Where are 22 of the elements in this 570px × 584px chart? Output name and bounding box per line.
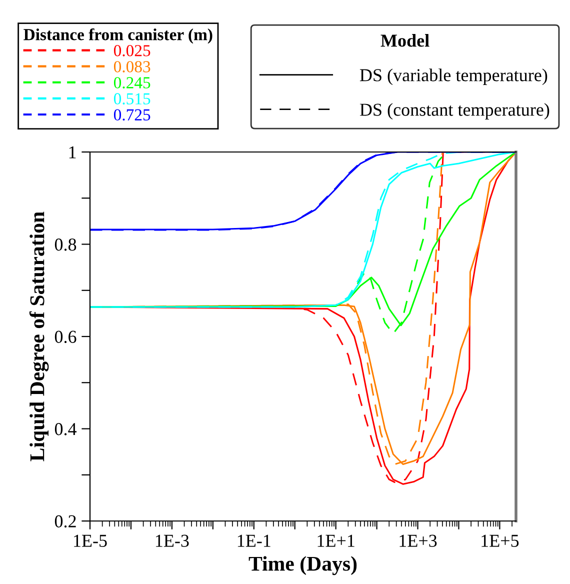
x-tick-label: 1E-5 (74, 534, 107, 547)
text: DS (variable temperature) (360, 68, 548, 85)
x-tick-label: 1E-1 (238, 534, 270, 547)
y-tick-label: 0.2 (54, 515, 76, 528)
text: Model (380, 34, 430, 47)
x-axis-title: Time (Days) (248, 556, 357, 576)
y-axis-title: Liquid Degree of Saturation (29, 212, 49, 462)
x-tick-label: 1E+3 (400, 534, 437, 547)
y-tick-label: 0.8 (54, 238, 76, 251)
y-tick-label: 0.4 (54, 423, 77, 436)
x-tick-label: 1E-3 (156, 534, 189, 547)
legend-title: Distance from canister (m) (24, 28, 212, 44)
text: 0.083 (114, 61, 150, 72)
text: DS (constant temperature) (360, 103, 550, 120)
text: 0.725 (114, 109, 150, 121)
text: 0.025 (114, 45, 150, 56)
y-tick-label: 1 (69, 146, 76, 158)
y-tick-label: 0.6 (54, 330, 76, 344)
text: 0.515 (114, 93, 150, 105)
x-tick-label: 1E+5 (482, 534, 519, 547)
x-tick-label: 1E+1 (318, 534, 354, 547)
text: 0.245 (114, 77, 150, 88)
